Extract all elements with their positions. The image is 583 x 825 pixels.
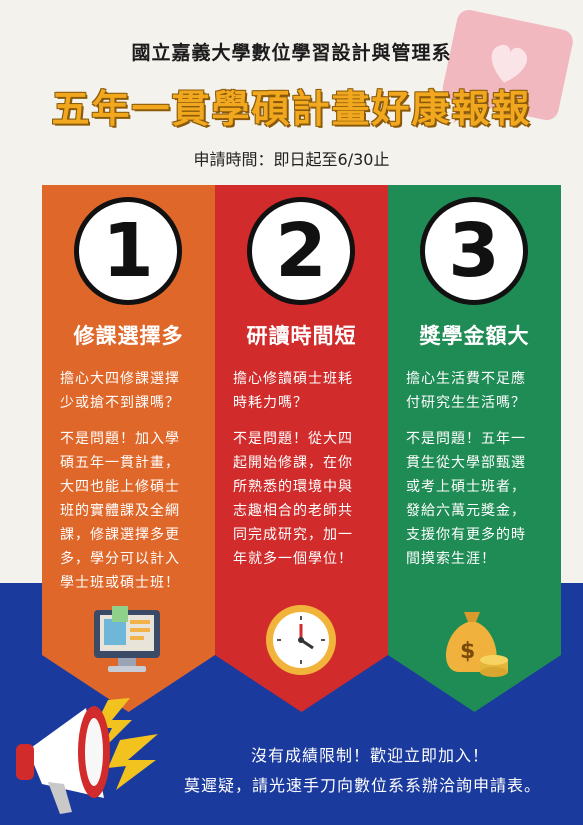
heart-chat-icon [442, 9, 573, 124]
money-bag-icon: $ [445, 612, 508, 677]
column-banner-orange [42, 185, 215, 712]
column-question: 擔心修讀碩士班耗 時耗力嗎？ [233, 371, 353, 411]
feature-column-study-time: 2 研讀時間短 擔心修讀碩士班耗 時耗力嗎？ 不是問題！從大四 起開始修課，在你… [215, 185, 388, 712]
feature-column-scholarship: 3 獎學金額大 擔心生活費不足應 付研究生生活嗎？ 不是問題！五年一 貫生從大學… [388, 185, 561, 712]
computer-icon [94, 606, 160, 672]
column-title: 修課選擇多 [73, 324, 184, 348]
column-banner-green [388, 185, 561, 712]
number-badge-2: 2 [247, 197, 355, 305]
svg-text:$: $ [460, 639, 475, 664]
megaphone-icon [16, 698, 158, 814]
column-answer: 不是問題！加入學 碩五年一貫計畫， 大四也能上修碩士 班的實體課及全網 課，修課… [60, 431, 180, 591]
column-title: 獎學金額大 [419, 324, 530, 348]
column-title: 研讀時間短 [246, 324, 357, 348]
column-answer: 不是問題！五年一 貫生從大學部甄選 或考上碩士班者， 發給六萬元獎金， 支援你有… [406, 431, 526, 567]
footer-call-to-action: 莫遲疑，請光速手刀向數位系系辦洽詢申請表。 [183, 776, 541, 795]
column-answer: 不是問題！從大四 起開始修課，在你 所熟悉的環境中與 志趣相合的老師共 同完成研… [233, 431, 353, 567]
number-badge-1: 1 [74, 197, 182, 305]
footer-invitation: 沒有成績限制！歡迎立即加入！ [250, 746, 489, 765]
feature-column-course-choice: 1 修課選擇多 擔心大四修課選擇 少或搶不到課嗎？ 不是問題！加入學 碩五年一貫… [42, 185, 215, 712]
department-name: 國立嘉義大學數位學習設計與管理系 [131, 42, 452, 64]
application-period: 申請時間：即日起至6/30止 [193, 150, 390, 169]
page-title: 五年一貫學碩計畫好康報報 [51, 87, 532, 131]
clock-icon [266, 605, 336, 675]
column-question: 擔心大四修課選擇 少或搶不到課嗎？ [60, 371, 180, 411]
number-badge-3: 3 [420, 197, 528, 305]
column-banner-red [215, 185, 388, 712]
column-question: 擔心生活費不足應 付研究生生活嗎？ [406, 371, 526, 411]
